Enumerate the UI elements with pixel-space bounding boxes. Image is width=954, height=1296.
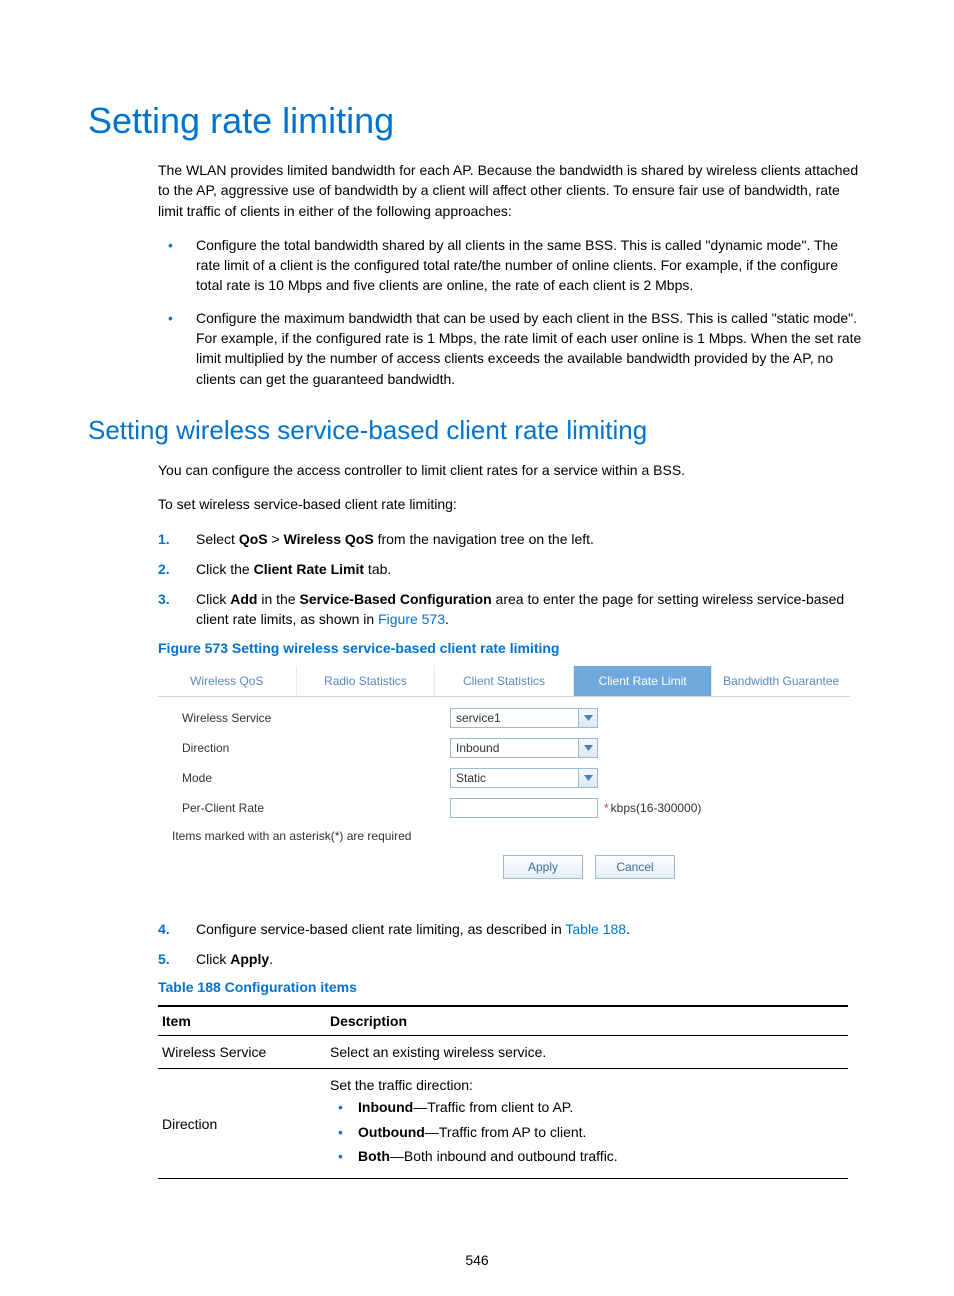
hint-text: kbps(16-300000) — [611, 801, 702, 815]
form-row: Wireless Service service1 — [162, 703, 846, 733]
step-number: 3. — [158, 589, 170, 609]
per-client-rate-label: Per-Client Rate — [162, 801, 450, 815]
page-number: 546 — [0, 1252, 954, 1268]
asterisk-icon: * — [604, 801, 609, 815]
step-text: . — [445, 611, 449, 627]
step-bold: Wireless QoS — [284, 531, 374, 547]
step-bold: Service-Based Configuration — [299, 591, 491, 607]
list-item: 5. Click Apply. — [196, 949, 866, 969]
list-item: 1. Select QoS > Wireless QoS from the na… — [196, 529, 866, 549]
page-title: Setting rate limiting — [88, 100, 866, 142]
cancel-button[interactable]: Cancel — [595, 855, 675, 879]
per-client-rate-input[interactable] — [450, 798, 598, 818]
step-text: . — [626, 921, 630, 937]
list-item: Inbound—Traffic from client to AP. — [358, 1097, 844, 1117]
table-row: Wireless Service Select an existing wire… — [158, 1036, 848, 1069]
apply-button[interactable]: Apply — [503, 855, 583, 879]
list-item: 4. Configure service-based client rate l… — [196, 919, 866, 939]
section-paragraph: You can configure the access controller … — [88, 460, 866, 480]
ui-figure: Wireless QoS Radio Statistics Client Sta… — [158, 666, 850, 891]
required-note: Items marked with an asterisk(*) are req… — [172, 829, 846, 843]
list-item: 3. Click Add in the Service-Based Config… — [196, 589, 866, 630]
table-link[interactable]: Table 188 — [565, 921, 626, 937]
section-heading: Setting wireless service-based client ra… — [88, 415, 866, 446]
form-row: Direction Inbound — [162, 733, 846, 763]
select-value: service1 — [456, 711, 501, 725]
column-header-description: Description — [326, 1006, 848, 1036]
step-bold: Apply — [230, 951, 269, 967]
table-caption: Table 188 Configuration items — [88, 979, 866, 995]
form-area: Wireless Service service1 Direction Inbo… — [158, 697, 850, 891]
list-item: Configure the total bandwidth shared by … — [196, 235, 866, 296]
step-text: Configure service-based client rate limi… — [196, 921, 565, 937]
step-text: Click — [196, 591, 230, 607]
wireless-service-label: Wireless Service — [162, 711, 450, 725]
select-value: Static — [456, 771, 486, 785]
cell-description: Set the traffic direction: Inbound—Traff… — [326, 1069, 848, 1179]
mode-label: Mode — [162, 771, 450, 785]
step-text: tab. — [364, 561, 391, 577]
cell-item: Direction — [158, 1069, 326, 1179]
tab-radio-statistics[interactable]: Radio Statistics — [297, 666, 436, 696]
step-number: 5. — [158, 949, 170, 969]
step-text: Select — [196, 531, 239, 547]
tab-bandwidth-guarantee[interactable]: Bandwidth Guarantee — [712, 666, 850, 696]
chevron-down-icon — [578, 739, 597, 757]
opt-bold: Inbound — [358, 1099, 413, 1115]
step-text: > — [268, 531, 284, 547]
step-number: 1. — [158, 529, 170, 549]
list-item: 2. Click the Client Rate Limit tab. — [196, 559, 866, 579]
configuration-table: Item Description Wireless Service Select… — [158, 1005, 848, 1179]
form-row: Mode Static — [162, 763, 846, 793]
step-bold: Client Rate Limit — [254, 561, 364, 577]
cell-item: Wireless Service — [158, 1036, 326, 1069]
opt-bold: Outbound — [358, 1124, 425, 1140]
rate-hint: *kbps(16-300000) — [604, 801, 701, 815]
table-row: Direction Set the traffic direction: Inb… — [158, 1069, 848, 1179]
chevron-down-icon — [578, 769, 597, 787]
chevron-down-icon — [578, 709, 597, 727]
step-number: 4. — [158, 919, 170, 939]
step-number: 2. — [158, 559, 170, 579]
direction-label: Direction — [162, 741, 450, 755]
list-item: Outbound—Traffic from AP to client. — [358, 1122, 844, 1142]
opt-text: —Both inbound and outbound traffic. — [390, 1148, 618, 1164]
section-paragraph: To set wireless service-based client rat… — [88, 494, 866, 514]
list-item: Configure the maximum bandwidth that can… — [196, 308, 866, 389]
select-value: Inbound — [456, 741, 499, 755]
wireless-service-select[interactable]: service1 — [450, 708, 598, 728]
desc-lead: Set the traffic direction: — [330, 1077, 473, 1093]
figure-caption: Figure 573 Setting wireless service-base… — [88, 640, 866, 656]
step-list: 1. Select QoS > Wireless QoS from the na… — [88, 529, 866, 630]
tab-client-statistics[interactable]: Client Statistics — [435, 666, 574, 696]
column-header-item: Item — [158, 1006, 326, 1036]
table-header-row: Item Description — [158, 1006, 848, 1036]
opt-text: —Traffic from client to AP. — [413, 1099, 573, 1115]
document-page: Setting rate limiting The WLAN provides … — [0, 0, 954, 1296]
step-text: Click — [196, 951, 230, 967]
desc-bullet-list: Inbound—Traffic from client to AP. Outbo… — [330, 1097, 844, 1166]
opt-text: —Traffic from AP to client. — [425, 1124, 587, 1140]
tab-client-rate-limit[interactable]: Client Rate Limit — [574, 666, 713, 696]
cell-description: Select an existing wireless service. — [326, 1036, 848, 1069]
intro-paragraph: The WLAN provides limited bandwidth for … — [88, 160, 866, 221]
direction-select[interactable]: Inbound — [450, 738, 598, 758]
step-text: . — [269, 951, 273, 967]
button-row: Apply Cancel — [332, 853, 846, 887]
mode-select[interactable]: Static — [450, 768, 598, 788]
step-list-continued: 4. Configure service-based client rate l… — [88, 919, 866, 970]
figure-link[interactable]: Figure 573 — [378, 611, 445, 627]
step-bold: QoS — [239, 531, 268, 547]
step-text: Click the — [196, 561, 254, 577]
step-bold: Add — [230, 591, 257, 607]
opt-bold: Both — [358, 1148, 390, 1164]
tab-wireless-qos[interactable]: Wireless QoS — [158, 666, 297, 696]
step-text: from the navigation tree on the left. — [374, 531, 594, 547]
step-text: in the — [257, 591, 299, 607]
tab-bar: Wireless QoS Radio Statistics Client Sta… — [158, 666, 850, 697]
approach-bullet-list: Configure the total bandwidth shared by … — [88, 235, 866, 389]
form-row: Per-Client Rate *kbps(16-300000) — [162, 793, 846, 823]
list-item: Both—Both inbound and outbound traffic. — [358, 1146, 844, 1166]
